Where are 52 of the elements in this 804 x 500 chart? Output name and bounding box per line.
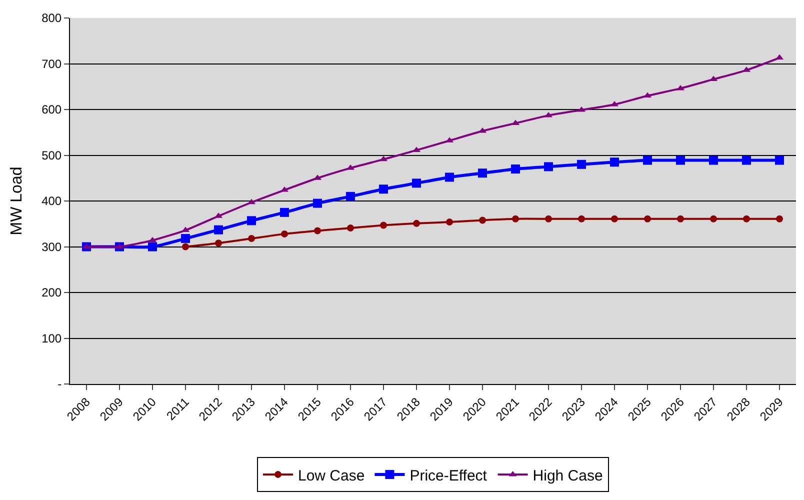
- point: [148, 242, 157, 252]
- point: [775, 156, 784, 165]
- y-tick-label: 800: [42, 11, 62, 26]
- y-axis-title: MW Load: [8, 166, 26, 236]
- point: [743, 215, 750, 222]
- point: [677, 215, 684, 222]
- y-tick-label: -: [58, 377, 62, 392]
- point: [412, 178, 421, 188]
- point: [710, 215, 717, 222]
- point: [578, 215, 585, 222]
- point: [247, 216, 256, 226]
- point: [446, 218, 453, 226]
- point: [313, 198, 322, 208]
- point: [280, 208, 289, 217]
- point: [214, 225, 223, 234]
- point: [611, 215, 618, 222]
- y-tick-label: 300: [42, 240, 62, 254]
- point: [215, 240, 222, 247]
- point: [479, 216, 486, 224]
- point: [676, 156, 685, 165]
- point: [413, 220, 420, 227]
- point: [511, 164, 520, 174]
- y-tick-label: 700: [42, 56, 62, 71]
- point: [610, 158, 619, 167]
- point: [182, 243, 189, 250]
- y-tick-label: 600: [42, 102, 62, 117]
- point: [181, 234, 190, 244]
- y-tick-label: 200: [42, 286, 62, 300]
- point: [445, 172, 454, 182]
- y-tick-label: 400: [42, 194, 62, 208]
- point: [347, 224, 354, 232]
- point: [643, 156, 652, 165]
- point: [314, 227, 321, 234]
- point: [742, 156, 751, 165]
- point: [248, 235, 255, 242]
- point: [709, 156, 718, 165]
- y-tick-label: 500: [42, 148, 62, 162]
- point: [346, 192, 355, 201]
- point: [478, 168, 487, 178]
- point: [577, 160, 586, 169]
- point: [644, 215, 651, 222]
- legend-label: High Case: [532, 467, 603, 484]
- point: [544, 162, 553, 172]
- y-tick-label: 100: [42, 331, 62, 346]
- point: [380, 222, 387, 229]
- legend-label: Low Case: [298, 467, 365, 484]
- point: [776, 215, 783, 222]
- legend-label: Price-Effect: [410, 467, 488, 484]
- point: [379, 184, 388, 194]
- point: [281, 230, 288, 238]
- point: [545, 215, 552, 222]
- point: [512, 215, 519, 222]
